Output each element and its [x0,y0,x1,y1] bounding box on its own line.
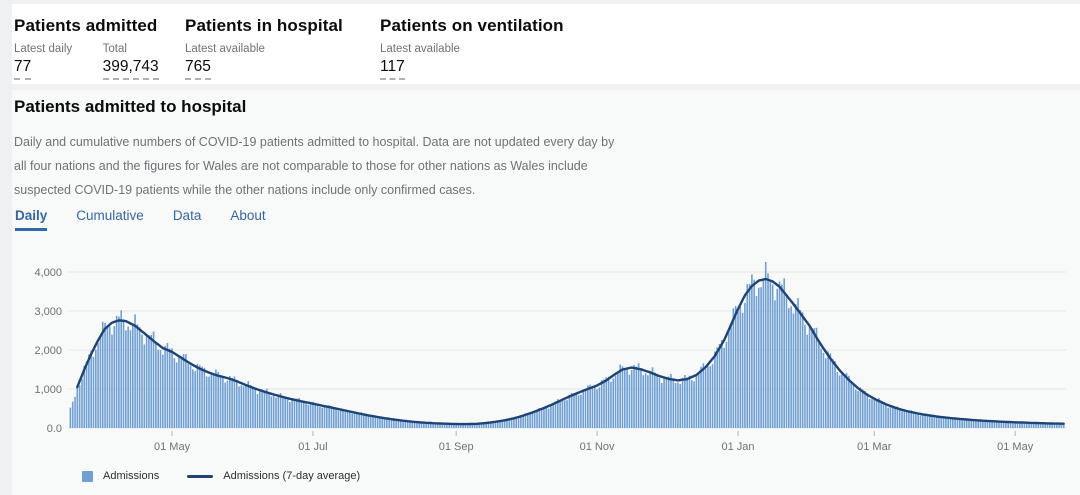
tab-daily[interactable]: Daily [15,208,48,231]
metric-label: Latest available [380,43,460,55]
svg-text:2,000: 2,000 [34,345,62,357]
metric-value[interactable]: 399,743 [102,58,159,80]
metric-total: Total 399,743 [102,36,159,80]
svg-text:1,000: 1,000 [34,384,62,396]
summary-card: Patients admitted Latest daily 77 Total … [12,4,1080,84]
metric-label: Latest available [185,43,265,55]
legend-label-average[interactable]: Admissions (7-day average) [223,470,361,482]
svg-text:3,000: 3,000 [34,306,62,318]
svg-text:0.0: 0.0 [47,423,62,435]
metric-value[interactable]: 117 [380,58,405,80]
svg-text:01 Sep: 01 Sep [439,441,474,453]
stat-patients-in-hospital: Patients in hospital Latest available 76… [185,16,343,80]
metric-value[interactable]: 765 [185,58,211,80]
tab-bar: Daily Cumulative Data About [15,208,266,231]
svg-text:01 Nov: 01 Nov [580,441,615,453]
chart-legend: Admissions Admissions (7-day average) [82,470,360,482]
svg-text:01 Mar: 01 Mar [857,441,892,453]
admissions-swatch-icon[interactable] [82,470,93,482]
legend-label-admissions[interactable]: Admissions [103,470,160,482]
svg-text:01 Jul: 01 Jul [298,441,327,453]
average-line-icon[interactable] [187,474,214,478]
svg-text:01 May: 01 May [154,441,191,453]
stat-title: Patients admitted [14,16,158,35]
stat-title: Patients on ventilation [380,16,564,35]
page-title: Patients admitted to hospital [14,97,247,116]
tab-data[interactable]: Data [172,208,202,223]
stat-patients-admitted: Patients admitted Latest daily 77 Total … [14,16,185,80]
svg-text:01 May: 01 May [997,441,1034,453]
svg-text:01 Jan: 01 Jan [721,441,754,453]
metric-latest-available: Latest available 765 [185,36,265,80]
tab-cumulative[interactable]: Cumulative [76,208,144,223]
metric-label: Total [102,43,127,55]
stat-patients-on-ventilation: Patients on ventilation Latest available… [380,16,564,80]
metric-label: Latest daily [14,43,73,55]
tab-about[interactable]: About [230,208,266,223]
chart-description: Daily and cumulative numbers of COVID-19… [14,135,615,197]
metric-value[interactable]: 77 [14,58,32,80]
svg-text:4,000: 4,000 [34,267,62,279]
stat-title: Patients in hospital [185,16,343,35]
metric-latest-available: Latest available 117 [380,36,460,80]
metric-latest-daily: Latest daily 77 [14,36,72,80]
